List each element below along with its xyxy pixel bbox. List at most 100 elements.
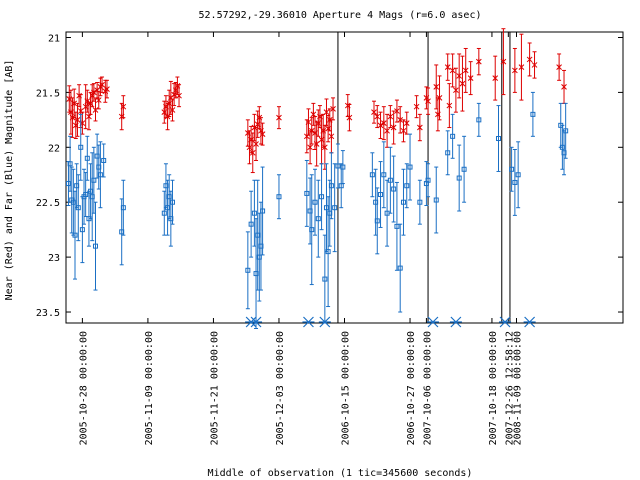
data-point (400, 127, 407, 134)
data-point (249, 149, 256, 156)
data-point (413, 103, 420, 110)
data-point (556, 64, 562, 71)
data-point (71, 100, 78, 107)
data-point (394, 223, 400, 229)
data-point (176, 92, 182, 99)
data-point (425, 177, 431, 183)
data-point (253, 141, 259, 148)
data-point (83, 192, 89, 198)
plot-frame (65, 31, 624, 324)
data-point (276, 114, 282, 121)
data-point (404, 183, 410, 189)
data-point (120, 103, 127, 110)
data-point (444, 64, 451, 71)
data-point (251, 210, 257, 216)
data-point (394, 108, 400, 115)
data-point (75, 205, 81, 211)
data-point (378, 192, 384, 198)
data-point (335, 163, 341, 169)
data-point (304, 190, 310, 196)
data-point (90, 89, 97, 96)
x-tick-label: 2006-10-15 00:00:00 (341, 331, 352, 445)
upper-limit-marker (318, 316, 331, 328)
data-point (374, 218, 380, 224)
upper-limit-marker (426, 316, 439, 328)
data-point (323, 109, 330, 116)
data-point (374, 113, 381, 120)
data-point (313, 141, 320, 148)
data-point (369, 172, 375, 178)
y-tick-label: 23 (48, 253, 60, 264)
data-point (120, 205, 126, 211)
data-point (91, 177, 97, 183)
data-point (436, 94, 443, 101)
data-point (400, 199, 406, 205)
data-point (512, 67, 518, 74)
data-point (371, 109, 377, 116)
data-point (453, 87, 459, 94)
plot-area: 21 21.5 22 22.5 23 23.5 2005-10-28 00:00:00 200… (36, 28, 624, 445)
upper-limit-marker (449, 316, 462, 328)
y-tick-label: 21 (48, 33, 60, 44)
data-point (407, 164, 413, 170)
data-point (169, 106, 176, 113)
data-point (340, 164, 346, 170)
data-point (305, 119, 312, 126)
data-point (459, 80, 466, 87)
data-point (309, 227, 315, 233)
data-point (84, 155, 90, 161)
data-point (512, 179, 518, 185)
data-point (259, 131, 266, 138)
data-point (161, 210, 167, 216)
data-point (446, 102, 453, 109)
x-tick-label: 2007-10-18 00:00:00 (488, 331, 499, 445)
data-point (169, 199, 175, 205)
data-point (509, 166, 515, 172)
data-point (101, 157, 107, 163)
data-point (462, 67, 469, 74)
data-point (104, 86, 110, 93)
data-point (475, 58, 482, 65)
data-point (495, 136, 501, 142)
data-point (245, 267, 251, 273)
x-tick-label: 2007-12-26 12:58:12 (504, 331, 515, 445)
y-tick-label: 21.5 (36, 88, 60, 99)
data-point (315, 216, 321, 222)
data-point (467, 75, 474, 82)
data-point (346, 114, 353, 121)
upper-limit-marker (302, 316, 315, 328)
data-point (456, 72, 463, 79)
data-point (322, 276, 328, 282)
data-point (515, 172, 521, 178)
data-point (328, 133, 335, 140)
data-point (321, 144, 328, 151)
data-point (445, 150, 451, 156)
data-point (381, 172, 387, 178)
data-point (531, 61, 538, 68)
data-point (328, 183, 334, 189)
data-point (308, 127, 315, 134)
data-point (79, 227, 85, 233)
data-point (276, 194, 282, 200)
x-tick-label: 2005-11-09 00:00:00 (144, 331, 155, 445)
data-point (397, 265, 403, 271)
data-point (563, 128, 569, 134)
data-point (387, 113, 394, 120)
x-axis-label: Middle of observation (1 tic=345600 seco… (208, 468, 473, 479)
y-axis-label: Near (Red) and Far (Blue) Magnitude [AB] (4, 60, 15, 301)
data-point (390, 124, 397, 131)
data-point (248, 221, 254, 227)
data-point (330, 105, 336, 112)
data-point (92, 243, 98, 249)
x-tick-label: 2006-10-27 00:00:00 (406, 331, 417, 445)
data-point (95, 97, 102, 104)
data-point (449, 67, 456, 74)
data-point (78, 144, 84, 150)
y-tick-label: 22.5 (36, 198, 60, 209)
x-tick-label: 2005-11-21 00:00:00 (209, 331, 220, 445)
data-point (332, 205, 338, 211)
data-point (325, 249, 331, 255)
data-point (456, 175, 462, 181)
data-point (500, 58, 507, 65)
